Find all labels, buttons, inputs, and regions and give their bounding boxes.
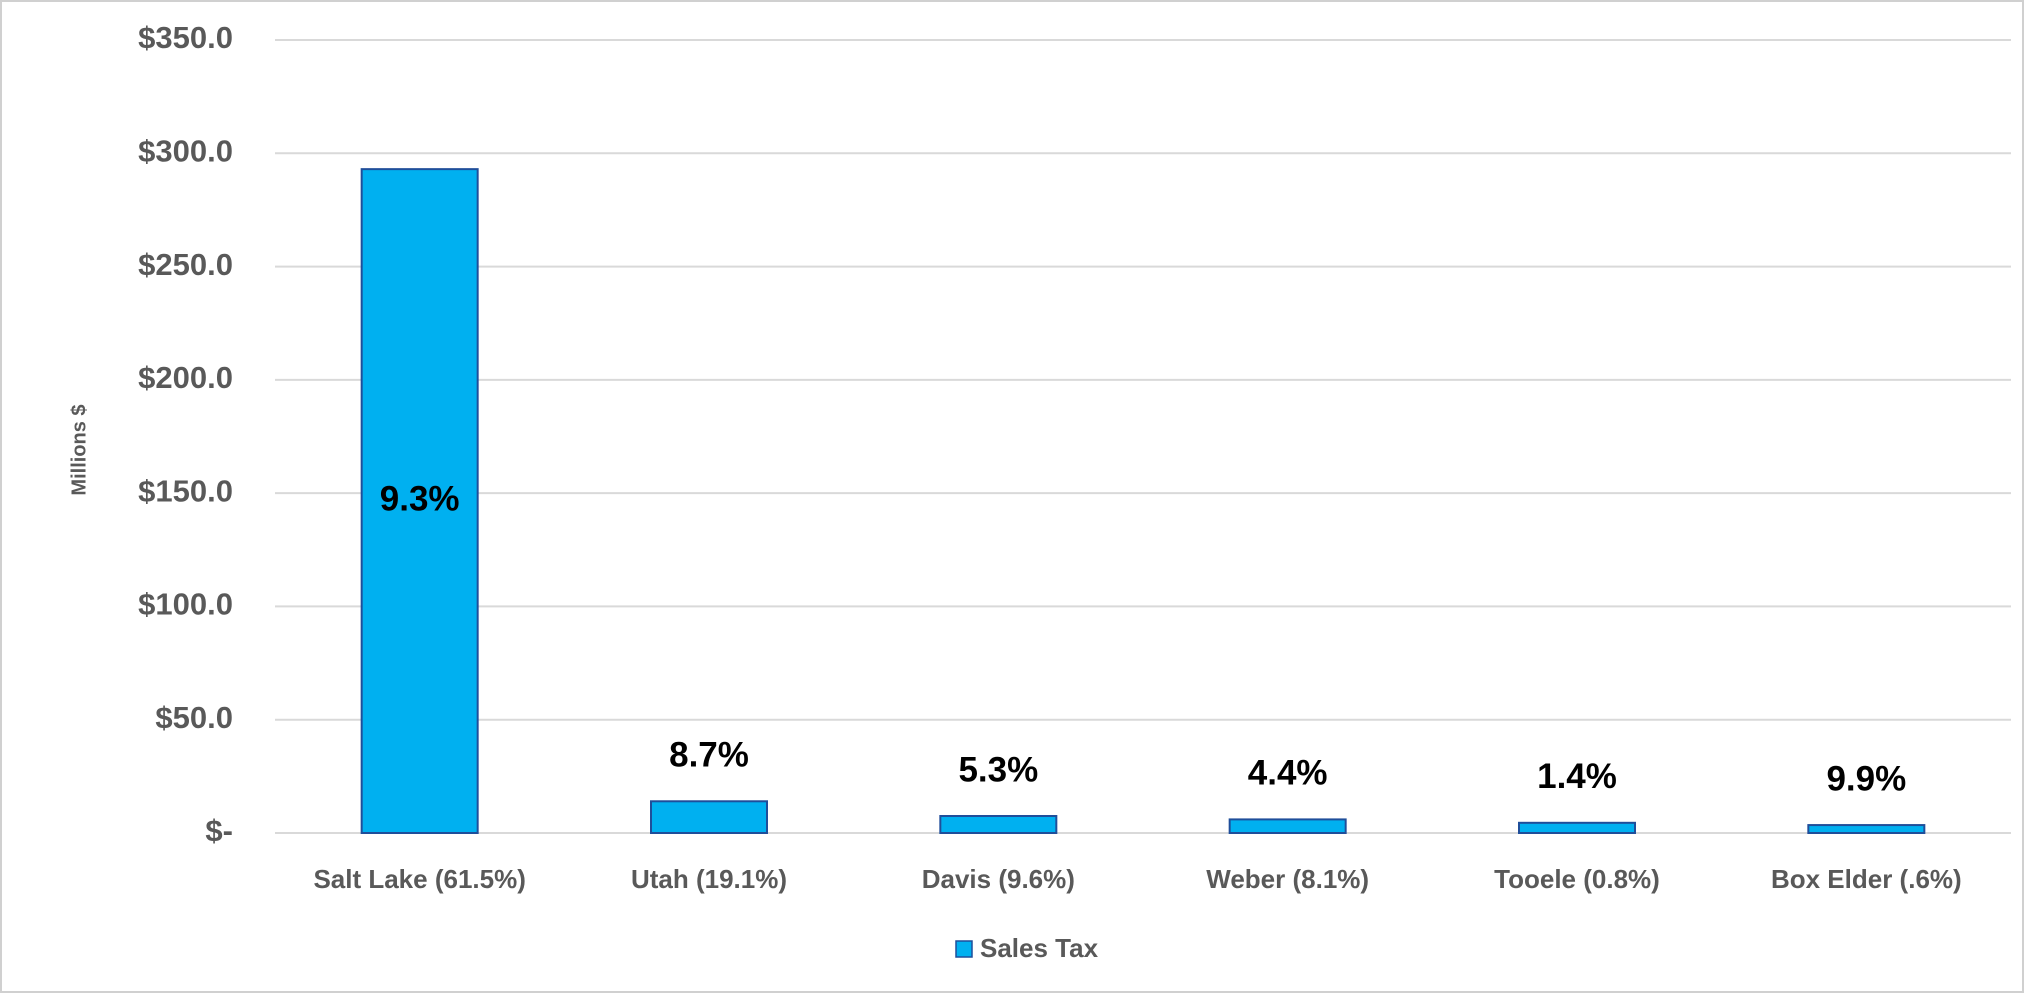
y-tick-label: $200.0	[138, 360, 233, 395]
x-tick-label: Salt Lake (61.5%)	[313, 864, 525, 894]
y-tick-label: $100.0	[138, 587, 233, 622]
bar	[1807, 824, 1926, 835]
bar	[939, 815, 1058, 834]
x-tick-label: Weber (8.1%)	[1206, 864, 1369, 894]
y-tick-label: $150.0	[138, 473, 233, 508]
bar	[650, 800, 768, 835]
x-tick-label: Tooele (0.8%)	[1494, 864, 1660, 894]
annotation: 9.9%	[1826, 759, 1906, 798]
bar	[1228, 818, 1347, 834]
y-axis-label: Millions $	[68, 404, 90, 495]
legend-label: Sales Tax	[980, 933, 1099, 963]
y-tick-label: $-	[205, 813, 233, 848]
y-tick-label: $250.0	[138, 247, 233, 282]
annotation: 9.3%	[380, 479, 460, 518]
y-tick-label: $300.0	[138, 133, 233, 168]
legend-swatch	[955, 940, 973, 958]
x-tick-label: Utah (19.1%)	[631, 864, 787, 894]
bar	[1518, 821, 1636, 834]
annotation: 4.4%	[1248, 754, 1328, 793]
bar	[360, 168, 479, 835]
annotation: 5.3%	[958, 750, 1038, 789]
y-tick-label: $50.0	[155, 700, 233, 735]
y-tick-label: $350.0	[138, 20, 233, 55]
x-tick-label: Davis (9.6%)	[922, 864, 1075, 894]
x-tick-label: Box Elder (.6%)	[1771, 864, 1962, 894]
annotation: 1.4%	[1537, 757, 1617, 796]
annotation: 8.7%	[669, 736, 749, 775]
